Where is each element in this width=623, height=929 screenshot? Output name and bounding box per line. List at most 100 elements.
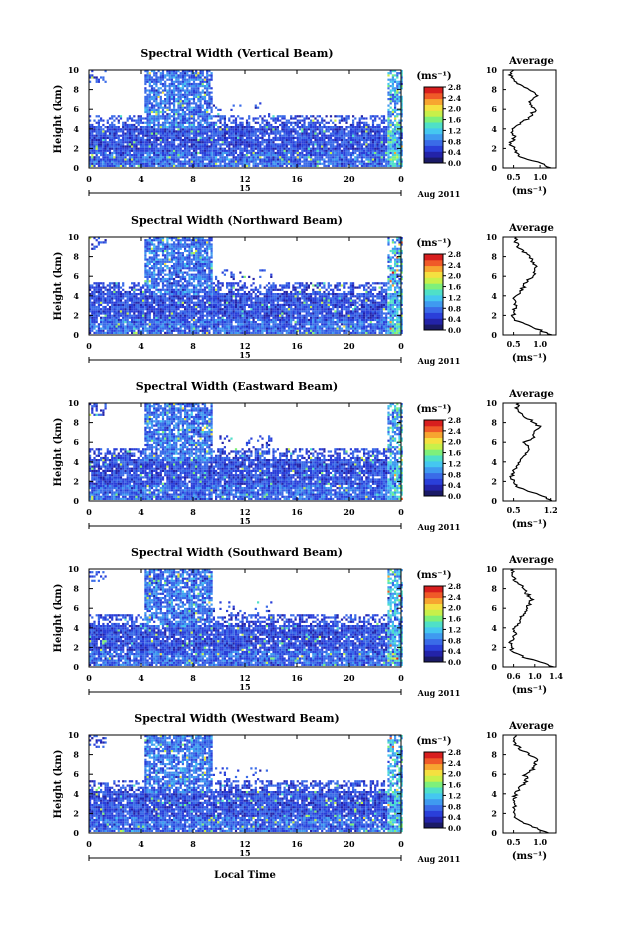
heatmap-cell xyxy=(188,137,190,139)
heatmap-cell xyxy=(155,256,157,258)
heatmap-cell xyxy=(204,130,206,132)
heatmap-cell xyxy=(151,120,153,122)
heatmap-cell xyxy=(135,315,137,317)
heatmap-cell xyxy=(155,323,157,325)
heatmap-cell xyxy=(186,145,188,147)
heatmap-cell xyxy=(182,85,184,87)
heatmap-cell xyxy=(155,92,157,94)
heatmap-cell xyxy=(131,317,133,319)
heatmap-cell xyxy=(215,158,217,160)
heatmap-cell xyxy=(122,308,124,310)
heatmap-cell xyxy=(253,165,255,167)
heatmap-cell xyxy=(173,272,175,274)
heatmap-cell xyxy=(314,143,316,145)
heatmap-cell xyxy=(171,133,173,135)
heatmap-cell xyxy=(387,92,389,94)
heatmap-cell xyxy=(96,284,98,286)
heatmap-cell xyxy=(96,137,98,139)
heatmap-cell xyxy=(100,332,102,334)
heatmap-cell xyxy=(202,107,204,109)
heatmap-cell xyxy=(332,130,334,132)
heatmap-cell xyxy=(122,165,124,167)
heatmap-cell xyxy=(206,74,208,76)
heatmap-cell xyxy=(144,265,146,267)
heatmap-cell xyxy=(155,96,157,98)
heatmap-cell xyxy=(105,148,107,150)
heatmap-cell xyxy=(275,143,277,145)
heatmap-cell xyxy=(182,312,184,314)
heatmap-cell xyxy=(390,161,392,163)
heatmap-cell xyxy=(182,246,184,248)
heatmap-cell xyxy=(239,152,241,154)
heatmap-cell xyxy=(275,139,277,141)
heatmap-cell xyxy=(352,163,354,165)
heatmap-cell xyxy=(155,282,157,284)
heatmap-cell xyxy=(208,92,210,94)
heatmap-cell xyxy=(303,165,305,167)
heatmap-cell xyxy=(98,297,100,299)
heatmap-cell xyxy=(219,117,221,119)
heatmap-cell xyxy=(91,317,93,319)
heatmap-cell xyxy=(188,102,190,104)
heatmap-cell xyxy=(182,304,184,306)
heatmap-cell xyxy=(206,117,208,119)
heatmap-cell xyxy=(275,137,277,139)
heatmap-cell xyxy=(131,128,133,130)
heatmap-cell xyxy=(129,152,131,154)
heatmap-cell xyxy=(361,117,363,119)
heatmap-cell xyxy=(98,124,100,126)
heatmap-cell xyxy=(138,308,140,310)
heatmap-cell xyxy=(147,94,149,96)
heatmap-cell xyxy=(184,141,186,143)
heatmap-cell xyxy=(96,133,98,135)
heatmap-cell xyxy=(113,317,115,319)
heatmap-cell xyxy=(195,150,197,152)
heatmap-cell xyxy=(246,139,248,141)
heatmap-cell xyxy=(266,163,268,165)
heatmap-cell xyxy=(118,289,120,291)
heatmap-cell xyxy=(381,135,383,137)
heatmap-cell xyxy=(140,150,142,152)
heatmap-cell xyxy=(266,161,268,163)
heatmap-cell xyxy=(330,133,332,135)
heatmap-cell xyxy=(142,304,144,306)
heatmap-cell xyxy=(164,89,166,91)
heatmap-cell xyxy=(180,143,182,145)
heatmap-cell xyxy=(272,161,274,163)
heatmap-cell xyxy=(122,284,124,286)
heatmap-cell xyxy=(124,135,126,137)
heatmap-cell xyxy=(200,81,202,83)
heatmap-cell xyxy=(105,156,107,158)
heatmap-cell xyxy=(171,272,173,274)
heatmap-cell xyxy=(272,137,274,139)
heatmap-cell xyxy=(261,141,263,143)
heatmap-cell xyxy=(147,310,149,312)
heatmap-cell xyxy=(177,304,179,306)
heatmap-cell xyxy=(392,109,394,111)
heatmap-cell xyxy=(206,145,208,147)
heatmap-cell xyxy=(171,137,173,139)
heatmap-cell xyxy=(151,252,153,254)
heatmap-cell xyxy=(237,145,239,147)
heatmap-cell xyxy=(127,154,129,156)
heatmap-cell xyxy=(155,325,157,327)
heatmap-cell xyxy=(169,94,171,96)
heatmap-cell xyxy=(129,293,131,295)
heatmap-cell xyxy=(175,109,177,111)
heatmap-cell xyxy=(306,161,308,163)
heatmap-cell xyxy=(206,92,208,94)
heatmap-cell xyxy=(233,161,235,163)
heatmap-cell xyxy=(155,250,157,252)
heatmap-cell xyxy=(147,282,149,284)
heatmap-cell xyxy=(319,128,321,130)
heatmap-cell xyxy=(352,148,354,150)
heatmap-cell xyxy=(277,161,279,163)
heatmap-cell xyxy=(306,143,308,145)
heatmap-cell xyxy=(151,325,153,327)
heatmap-cell xyxy=(180,248,182,250)
heatmap-cell xyxy=(164,115,166,117)
heatmap-cell xyxy=(376,141,378,143)
heatmap-cell xyxy=(253,158,255,160)
heatmap-cell xyxy=(173,274,175,276)
heatmap-cell xyxy=(169,328,171,330)
